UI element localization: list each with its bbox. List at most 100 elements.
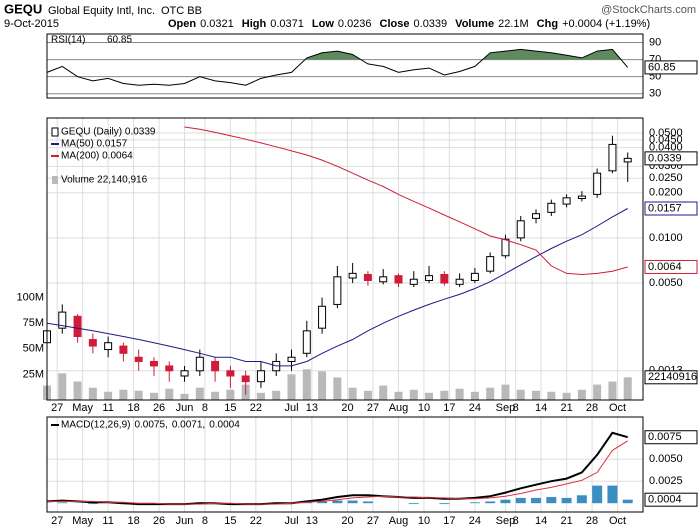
histogram-bar	[317, 501, 328, 504]
value-box-label: 0.0075	[648, 431, 682, 443]
candle-body	[532, 213, 541, 219]
volume-bar	[348, 387, 357, 400]
x-tick-label: 8	[202, 402, 208, 414]
x-tick-label: 20	[341, 515, 353, 527]
histogram-bar	[362, 501, 373, 504]
candle-body	[333, 276, 342, 305]
value-box-label: 22140916	[648, 371, 697, 383]
legend-label: MA(50) 0.0157	[61, 139, 128, 150]
candle-body	[211, 360, 220, 372]
legend-value: 0.0071,	[172, 420, 205, 431]
volume-bar	[226, 389, 235, 400]
candle-body	[302, 330, 311, 354]
volume-bar	[104, 391, 113, 400]
histogram-bar	[561, 497, 572, 504]
volume-bar	[532, 390, 541, 400]
y-tick-label: 0.0050	[649, 277, 683, 289]
x-tick-label: Sep	[496, 515, 516, 527]
quote-label: Low	[312, 18, 334, 30]
y-tick-label: 30	[649, 88, 661, 100]
volume-bar	[302, 369, 311, 400]
volume-bar	[58, 373, 67, 400]
y-tick-label: 0.0400	[649, 141, 683, 153]
volume-tick-label: 25M	[23, 368, 44, 380]
candle-body	[455, 278, 464, 285]
x-tick-label: Jun	[176, 402, 194, 414]
quote-value: 22.1M	[498, 18, 529, 30]
volume-bar	[379, 385, 388, 400]
x-tick-label: 17	[443, 402, 455, 414]
source: @StockCharts.com	[601, 4, 696, 16]
quote-value: 0.0236	[338, 18, 372, 30]
series-line	[184, 126, 628, 276]
x-tick-label: 27	[51, 515, 63, 527]
x-tick-label: 8	[513, 515, 519, 527]
x-tick-label: 27	[367, 515, 379, 527]
histogram-bar	[485, 501, 496, 504]
value-box-bg	[644, 492, 698, 507]
value-box-bg	[644, 60, 698, 75]
candle-body	[425, 275, 434, 281]
x-tick-label: Sep	[496, 402, 516, 414]
value-box-label: 0.0004	[648, 494, 682, 506]
y-tick-label: 0.0050	[649, 453, 683, 465]
quote-value: 0.0321	[200, 18, 234, 30]
candle-body	[547, 202, 556, 213]
x-tick-label: 26	[153, 402, 165, 414]
value-box: 0.0004	[644, 492, 698, 507]
y-tick-label: 0.0200	[649, 187, 683, 199]
legend-swatch	[52, 176, 58, 184]
x-tick-label: 18	[127, 515, 139, 527]
series-line	[46, 208, 628, 367]
series-line	[46, 431, 628, 506]
x-tick-label: 24	[469, 515, 481, 527]
value-box-label: 0.0339	[648, 152, 682, 164]
x-tick-label: 11	[102, 402, 113, 414]
legend-value: 0.0004	[209, 420, 240, 431]
volume-bar	[256, 392, 265, 400]
value-box-label: 60.85	[648, 61, 676, 73]
value-box-label: 0.0157	[648, 202, 682, 214]
candle-body	[623, 157, 632, 163]
x-tick-label: Jun	[176, 515, 194, 527]
candle-body	[501, 238, 510, 257]
x-tick-label: 21	[560, 515, 572, 527]
x-tick-label: 15	[224, 402, 236, 414]
x-tick-label: Aug	[389, 402, 409, 414]
y-tick-label: 0.0450	[649, 134, 683, 146]
candle-body	[608, 143, 617, 172]
y-tick-label: 0.0100	[649, 232, 683, 244]
volume-bar	[470, 391, 479, 400]
candle-body	[287, 356, 296, 362]
histogram-bar	[607, 485, 618, 504]
quote-label: Close	[380, 18, 410, 30]
x-tick-label: 26	[153, 515, 165, 527]
quote-label: High	[242, 18, 267, 30]
quote-label: Volume	[455, 18, 494, 30]
quote-value: 0.0339	[414, 18, 448, 30]
volume-bar	[88, 387, 97, 400]
quote-value: +0.0004 (+1.19%)	[562, 18, 650, 30]
volume-bar	[134, 390, 143, 400]
value-box-bg	[644, 370, 698, 385]
histogram-bar	[347, 500, 358, 504]
candle-body	[180, 370, 189, 377]
x-tick-label: Aug	[389, 515, 409, 527]
volume-tick-label: 100M	[16, 291, 44, 303]
volume-bar	[211, 391, 220, 400]
date: 9-Oct-2015	[4, 18, 59, 30]
x-tick-label: 28	[586, 402, 598, 414]
x-tick-label: 8	[513, 402, 519, 414]
company: Global Equity Intl, Inc.	[48, 5, 155, 17]
legend-title: MACD(12,26,9)	[61, 420, 130, 431]
symbol: GEQU	[4, 1, 42, 16]
histogram-bar	[469, 502, 480, 504]
x-tick-label: Jul	[284, 402, 298, 414]
candle-body	[119, 345, 128, 354]
volume-bar	[608, 381, 617, 400]
histogram-bar	[546, 497, 557, 504]
x-tick-label: 21	[560, 402, 572, 414]
candle-body	[73, 315, 82, 338]
